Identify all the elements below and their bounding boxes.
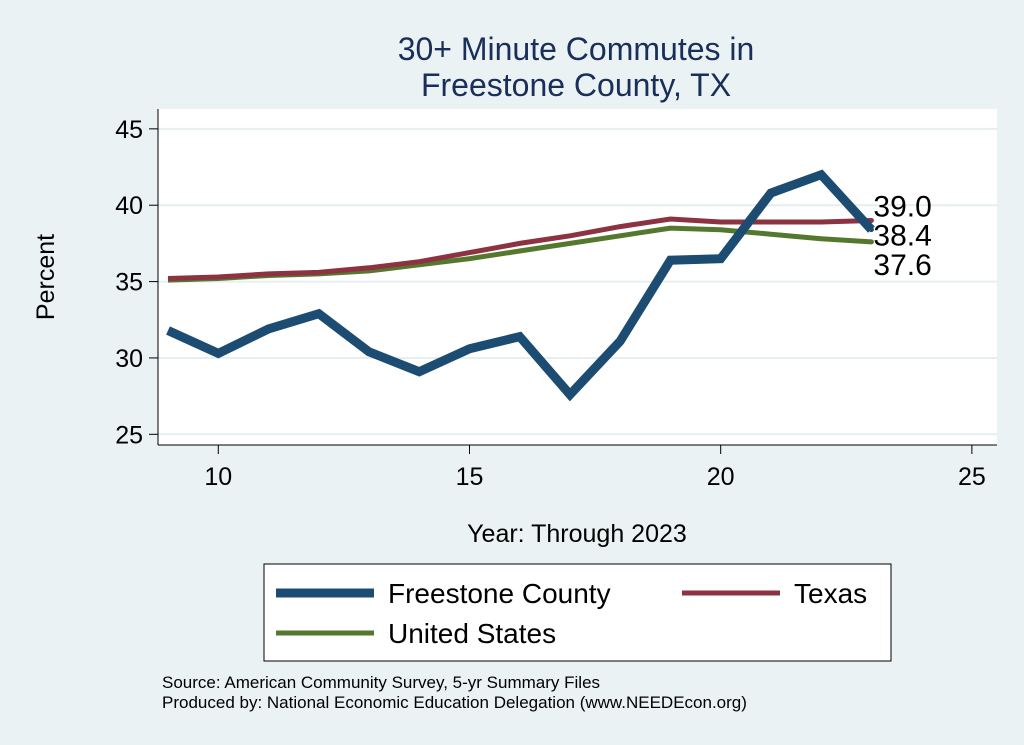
end-label-texas: 39.0 [873,190,931,223]
chart-title-line-1: 30+ Minute Commutes in [398,31,755,67]
end-label-freestone-county: 38.4 [873,220,931,253]
gridlines [158,127,997,436]
series-line-freestone-county [166,169,875,402]
source-note: Source: American Community Survey, 5-yr … [162,673,600,692]
x-tick-label-15: 15 [456,463,484,491]
y-tick-label-30: 30 [115,345,143,373]
end-label-united-states: 37.6 [873,249,931,282]
y-tick-label-35: 35 [115,269,143,297]
y-axis-title: Percent [32,234,60,320]
x-tick-label-10: 10 [204,463,232,491]
y-tick-label-25: 25 [115,421,143,449]
y-tick-label-40: 40 [115,192,143,220]
x-tick-label-25: 25 [958,463,986,491]
series-lines [166,169,875,402]
legend: Freestone County Texas United States [263,563,892,662]
series-end-point-united-states [868,239,874,245]
series-end-point-freestone-county [868,227,874,233]
x-tick-label-20: 20 [707,463,735,491]
axes: 25 30 35 40 45 10 15 20 25 [115,109,997,491]
legend-box [263,563,892,662]
y-tick-label-45: 45 [115,116,143,144]
legend-label-freestone-county: Freestone County [388,578,611,609]
legend-label-united-states: United States [388,618,556,649]
chart-title-line-2: Freestone County, TX [421,67,731,103]
end-labels: 39.038.437.6 [873,190,931,281]
x-axis-title: Year: Through 2023 [467,520,687,548]
produced-by-note: Produced by: National Economic Education… [162,693,747,712]
legend-label-texas: Texas [794,578,867,609]
